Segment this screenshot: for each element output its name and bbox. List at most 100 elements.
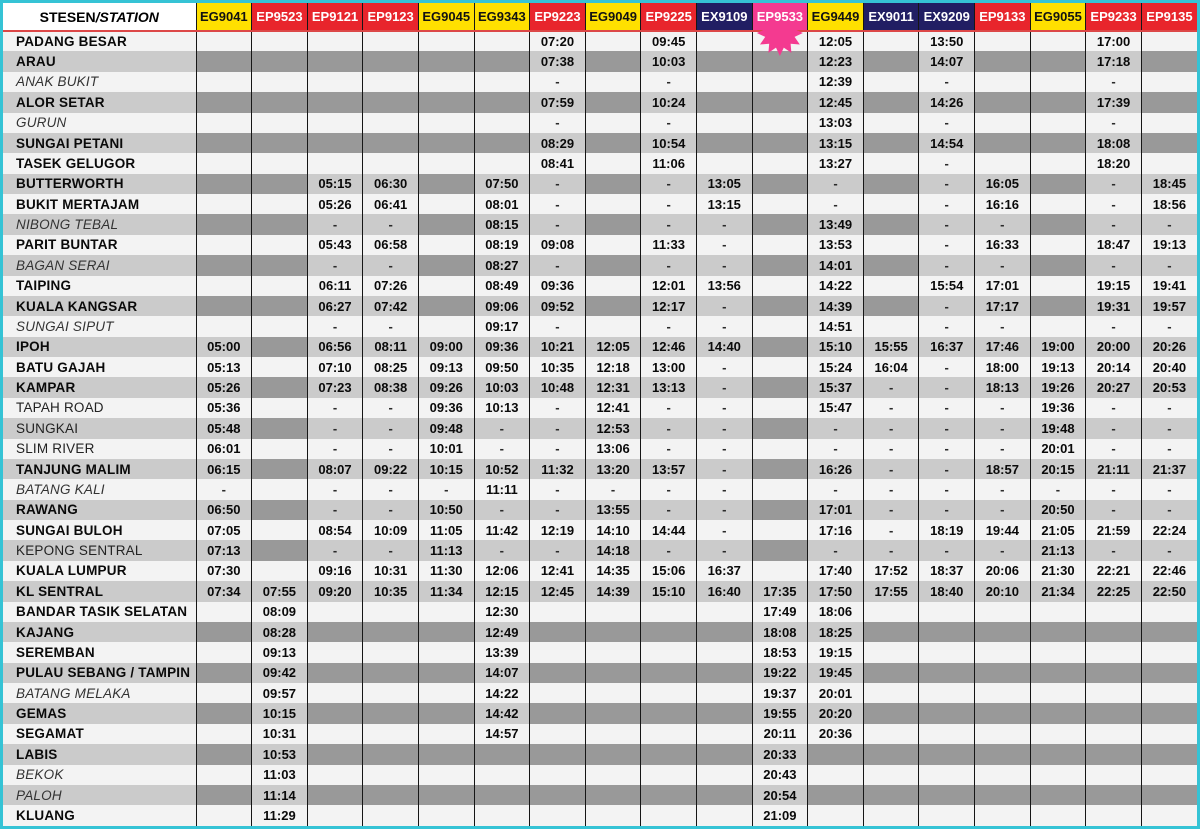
no-service-cell (418, 723, 475, 745)
no-service-cell (251, 438, 308, 459)
time-cell: 16:16 (974, 194, 1031, 215)
no-service-cell (863, 132, 920, 154)
no-service-cell (529, 744, 586, 765)
no-service-cell (418, 642, 475, 663)
no-service-cell (362, 723, 419, 745)
no-stop-cell: - (1085, 112, 1142, 133)
no-service-cell (752, 499, 809, 520)
no-stop-cell: - (307, 255, 364, 276)
no-service-cell (418, 92, 475, 113)
no-service-cell (1085, 805, 1142, 826)
no-stop-cell: - (529, 499, 586, 520)
no-service-cell (307, 642, 364, 663)
train-id: EP9123 (367, 9, 414, 24)
no-service-cell (640, 683, 697, 704)
no-service-cell (1085, 683, 1142, 704)
time-cell: 05:48 (196, 418, 253, 439)
time-cell: 16:37 (696, 560, 753, 582)
no-stop-cell: - (974, 438, 1031, 459)
no-stop-cell: - (1141, 255, 1197, 276)
station-name: TANJUNG MALIM (3, 458, 197, 480)
no-service-cell (196, 662, 253, 683)
no-service-cell (307, 71, 364, 93)
time-cell: 18:53 (752, 642, 809, 663)
time-cell: 20:14 (1085, 357, 1142, 378)
time-cell: 10:21 (529, 336, 586, 357)
no-stop-cell: - (362, 316, 419, 337)
no-service-cell (362, 153, 419, 174)
time-cell: 13:49 (807, 214, 864, 235)
terminus-time-cell: 15:10 (640, 581, 697, 602)
no-service-cell (807, 744, 864, 765)
time-cell: 20:01 (1030, 438, 1087, 459)
no-service-cell (196, 316, 253, 337)
no-stop-cell: - (474, 540, 531, 561)
time-cell: 14:26 (918, 92, 976, 113)
time-cell: 05:13 (196, 357, 253, 378)
terminus-time-cell: 20:10 (974, 581, 1031, 602)
table-row: KAMPAR 05:26 07:23 08:38 09:26 10:03 10:48 12:3… (3, 377, 1197, 398)
no-service-cell (1085, 621, 1142, 643)
time-cell: 19:13 (1141, 234, 1197, 256)
no-service-cell (362, 642, 419, 663)
table-row: SEGAMAT 10:31 14:57 20:11 20:36 (3, 723, 1197, 745)
time-cell: 18:56 (1141, 194, 1197, 215)
no-stop-cell: - (640, 255, 697, 276)
time-cell: 09:42 (251, 662, 308, 683)
time-cell: 06:01 (196, 438, 253, 459)
no-stop-cell: - (863, 520, 920, 541)
station-name: SEREMBAN (3, 642, 197, 663)
time-cell: 14:01 (807, 255, 864, 276)
time-cell: 20:40 (1141, 357, 1197, 378)
no-service-cell (1030, 255, 1087, 276)
no-service-cell (1141, 784, 1197, 806)
no-service-cell (696, 92, 753, 113)
time-cell: 08:25 (362, 357, 419, 378)
no-stop-cell: - (696, 255, 753, 276)
no-service-cell (696, 601, 753, 622)
time-cell: 08:15 (474, 214, 531, 235)
no-service-cell (362, 662, 419, 683)
no-service-cell (474, 112, 531, 133)
no-stop-cell: - (918, 458, 976, 480)
no-service-cell (696, 153, 753, 174)
terminus-time-cell: 17:55 (863, 581, 920, 602)
time-cell: 12:19 (529, 520, 586, 541)
no-service-cell (585, 275, 642, 296)
no-service-cell (585, 723, 642, 745)
no-stop-cell: - (307, 499, 364, 520)
origin-time-cell: 18:45 (1141, 173, 1197, 194)
no-stop-cell: - (307, 316, 364, 337)
no-service-cell (974, 112, 1031, 133)
time-cell: 18:37 (918, 560, 976, 582)
no-service-cell (918, 601, 976, 622)
time-cell: 10:53 (251, 744, 308, 765)
no-service-cell (474, 132, 531, 154)
no-service-cell (362, 31, 419, 52)
no-service-cell (1030, 805, 1087, 826)
timetable-body: PADANG BESAR 07:20 09:45 12:05 13:50 17:00 ARA… (3, 31, 1197, 826)
no-service-cell (585, 153, 642, 174)
time-cell: 10:09 (362, 520, 419, 541)
no-service-cell (418, 744, 475, 765)
time-cell: 06:56 (307, 336, 364, 357)
no-stop-cell: - (974, 397, 1031, 419)
no-service-cell (1085, 764, 1142, 785)
ets-timetable: STESEN/STATION EG9041 EP9523 EP9121 EP9123 E… (3, 3, 1197, 826)
no-service-cell (752, 234, 809, 256)
train-header-EG9049: EG9049 (585, 3, 642, 32)
no-service-cell (863, 295, 920, 317)
time-cell: 09:36 (474, 336, 531, 357)
no-service-cell (196, 723, 253, 745)
no-stop-cell: - (863, 418, 920, 439)
station-name: SUNGKAI (3, 418, 197, 439)
time-cell: 12:49 (474, 621, 531, 643)
time-cell: 06:27 (307, 295, 364, 317)
time-cell: 20:11 (752, 723, 809, 745)
time-cell: 17:01 (974, 275, 1031, 296)
time-cell: 13:00 (640, 357, 697, 378)
no-service-cell (1141, 744, 1197, 765)
no-service-cell (1030, 601, 1087, 622)
time-cell: 10:50 (418, 499, 475, 520)
no-stop-cell: - (696, 438, 753, 459)
